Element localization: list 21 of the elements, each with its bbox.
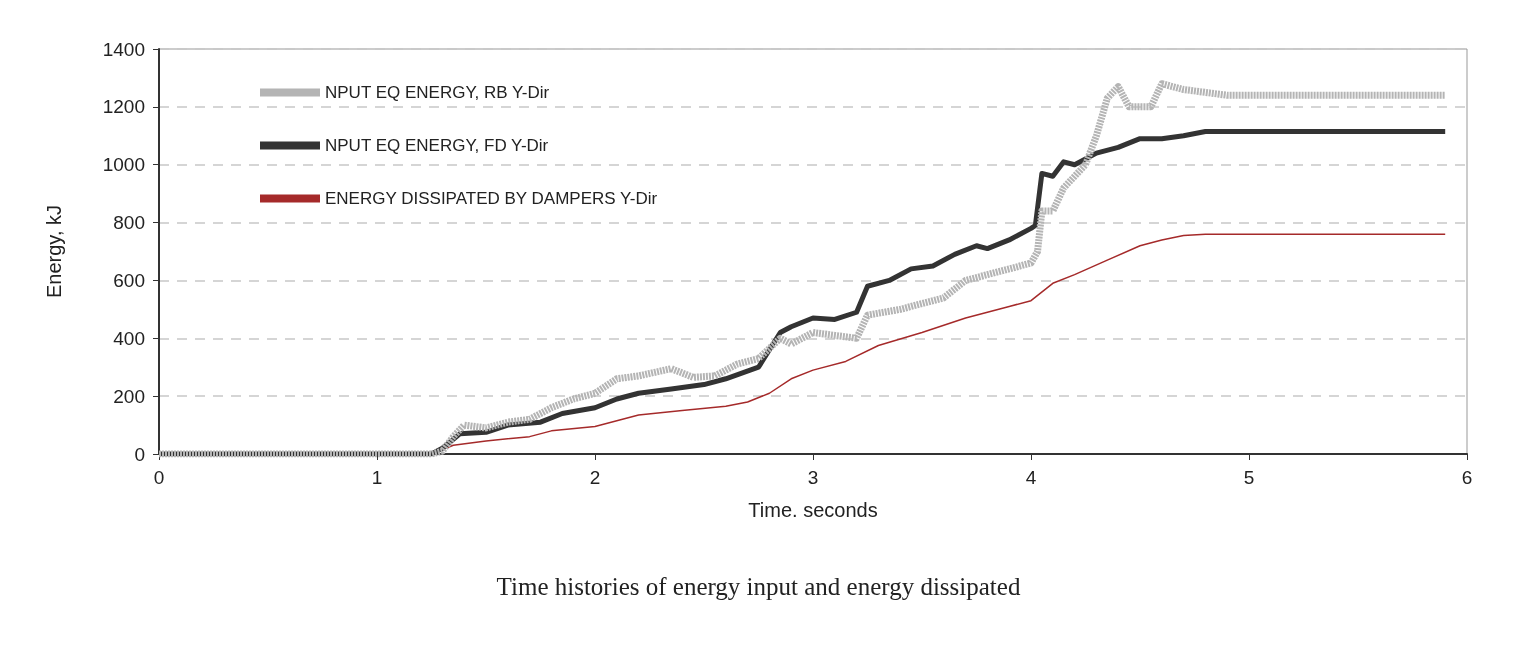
text: Time histories of energy input and energy dissipated [496, 573, 1021, 600]
legend-label: NPUT EQ ENERGY, FD Y-Dir [325, 136, 549, 155]
y-tick-label: 600 [113, 269, 145, 291]
y-tick-label: 200 [113, 385, 145, 407]
y-axis-title: Energy, kJ [43, 205, 65, 298]
x-tick-label: 3 [807, 467, 819, 488]
x-tick-label: 1 [371, 467, 383, 488]
y-tick-label: 800 [113, 212, 145, 234]
x-tick-label: 0 [153, 467, 165, 488]
y-tick-label: 1000 [102, 154, 145, 176]
x-tick-label: 4 [1025, 467, 1037, 488]
x-axis-title: Time. seconds [748, 499, 878, 521]
x-tick-label: 6 [1461, 467, 1473, 488]
legend-label: ENERGY DISSIPATED BY DAMPERS Y-Dir [325, 189, 658, 208]
y-tick-label: 1400 [102, 38, 145, 60]
y-tick-label: 0 [134, 443, 145, 465]
x-tick-label: 5 [1243, 467, 1255, 488]
legend-label: NPUT EQ ENERGY, RB Y-Dir [325, 83, 550, 102]
x-tick-label: 2 [589, 467, 601, 488]
y-tick-label: 400 [113, 327, 145, 349]
y-tick-label: 1200 [102, 96, 145, 118]
